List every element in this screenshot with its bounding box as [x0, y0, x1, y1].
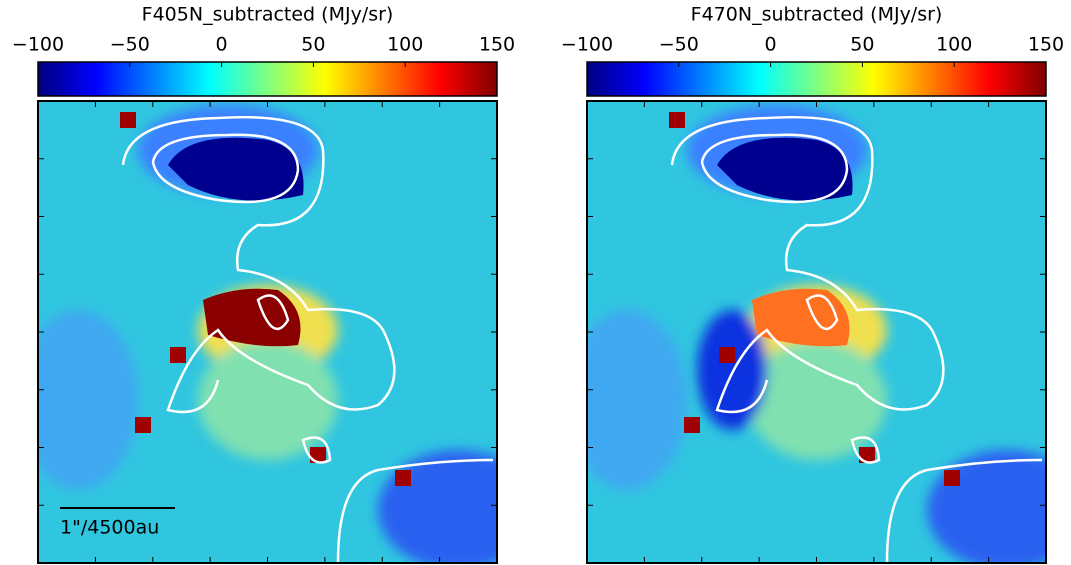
colorbar-tick-label: −50 — [659, 34, 699, 56]
colorbar — [586, 61, 1047, 97]
point-source — [944, 470, 960, 486]
colorbar-tick-label: 150 — [479, 34, 515, 56]
colorbar-tick-label: 50 — [850, 34, 874, 56]
blob — [587, 310, 687, 490]
colorbar-tick-label: 0 — [216, 34, 228, 56]
point-source — [170, 347, 186, 363]
colorbar-tick-label: 100 — [936, 34, 972, 56]
contour — [700, 133, 849, 204]
contour — [805, 294, 839, 331]
point-source — [395, 470, 411, 486]
scale-bar-label: 1"/4500au — [60, 517, 159, 539]
blob — [198, 340, 338, 460]
colorbar-tick-label: −100 — [561, 34, 613, 56]
contour — [151, 133, 300, 204]
point-source — [669, 112, 685, 128]
blob — [697, 310, 767, 430]
point-source — [120, 112, 136, 128]
colorbar-tick-label: 150 — [1028, 34, 1064, 56]
blob — [747, 340, 887, 460]
blob — [203, 288, 301, 347]
image — [38, 101, 497, 563]
contour — [256, 294, 290, 331]
colorbar-tick-label: 50 — [301, 34, 325, 56]
blob — [717, 137, 853, 201]
contour — [301, 436, 332, 464]
blob — [752, 288, 850, 347]
contour — [670, 115, 945, 414]
contour — [336, 458, 494, 563]
colorbar-tick-label: 100 — [387, 34, 423, 56]
point-source — [719, 347, 735, 363]
point-source — [135, 417, 151, 433]
colorbar-tick-label: −50 — [110, 34, 150, 56]
contour — [850, 436, 881, 464]
colorbar-label: F405N_subtracted (MJy/sr) — [142, 4, 394, 26]
colorbar — [37, 61, 498, 97]
colorbar-label: F470N_subtracted (MJy/sr) — [691, 4, 943, 26]
point-source — [684, 417, 700, 433]
contour — [885, 458, 1043, 563]
colorbar-tick-label: 0 — [765, 34, 777, 56]
image — [587, 101, 1046, 563]
blob — [168, 137, 304, 201]
contour — [121, 115, 396, 414]
blob — [38, 310, 138, 490]
colorbar-tick-label: −100 — [12, 34, 64, 56]
